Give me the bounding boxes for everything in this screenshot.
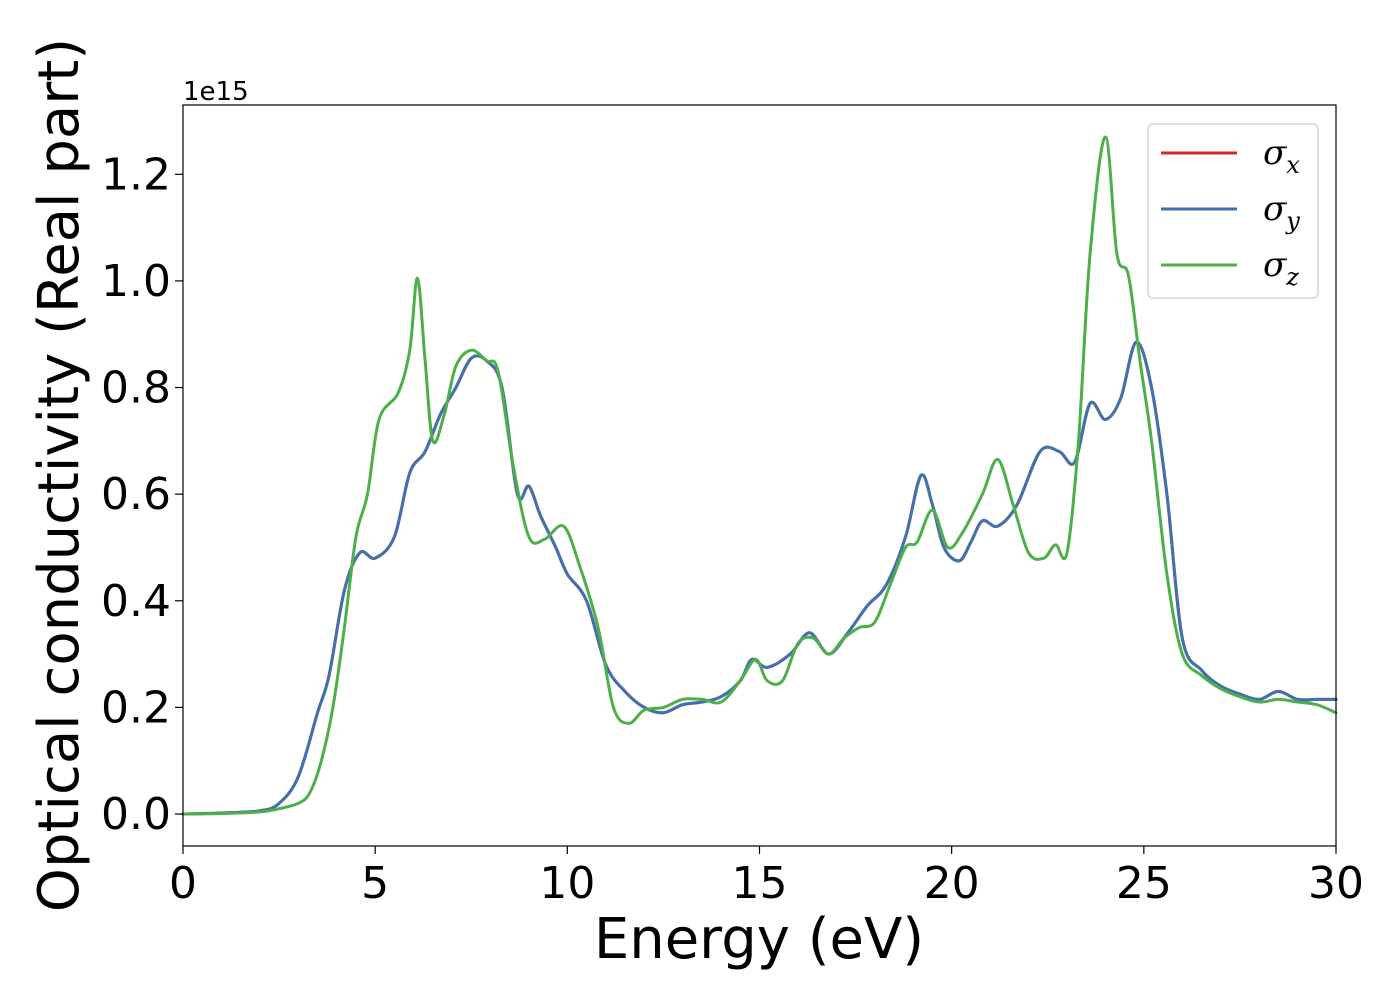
- legend-box: [1147, 123, 1319, 299]
- x-tick-label: 5: [361, 858, 389, 909]
- y-axis-title: Optical conductivity (Real part): [27, 38, 92, 912]
- x-tick-label: 20: [924, 858, 980, 909]
- legend-subscript: y: [1285, 207, 1300, 235]
- legend-symbol: σ: [1263, 133, 1287, 173]
- legend-label-x: σx: [1263, 133, 1300, 179]
- x-tick-label: 25: [1116, 858, 1172, 909]
- y-tick-label: 0.2: [101, 682, 171, 733]
- legend-label-z: σz: [1263, 245, 1299, 291]
- y-tick-label: 1.0: [101, 256, 171, 307]
- legend-label-y: σy: [1263, 189, 1300, 235]
- legend-subscript: x: [1286, 151, 1300, 179]
- legend-symbol: σ: [1263, 189, 1287, 229]
- plot-area: [183, 105, 1336, 846]
- y-tick-label: 0.6: [101, 469, 171, 520]
- series-layer: [181, 135, 1338, 816]
- x-tick-label: 10: [539, 858, 595, 909]
- y-tick-label: 0.4: [101, 576, 171, 627]
- y-axis-ticks: 0.0 0.2 0.4 0.6 0.8 1.0 1.2: [101, 149, 183, 840]
- y-offset-label: 1e15: [183, 77, 249, 107]
- x-axis-ticks: 0 5 10 15 20 25 30: [169, 846, 1364, 909]
- x-tick-label: 30: [1308, 858, 1364, 909]
- y-tick-label: 0.0: [101, 789, 171, 840]
- series-line-y: [181, 340, 1338, 816]
- series-line-z: [181, 135, 1338, 816]
- y-tick-label: 1.2: [101, 149, 171, 200]
- y-tick-label: 0.8: [101, 363, 171, 414]
- x-tick-label: 15: [732, 858, 788, 909]
- x-axis-title: Energy (eV): [594, 907, 924, 972]
- legend-symbol: σ: [1263, 245, 1287, 285]
- legend-subscript: z: [1285, 263, 1299, 291]
- x-tick-label: 0: [169, 858, 197, 909]
